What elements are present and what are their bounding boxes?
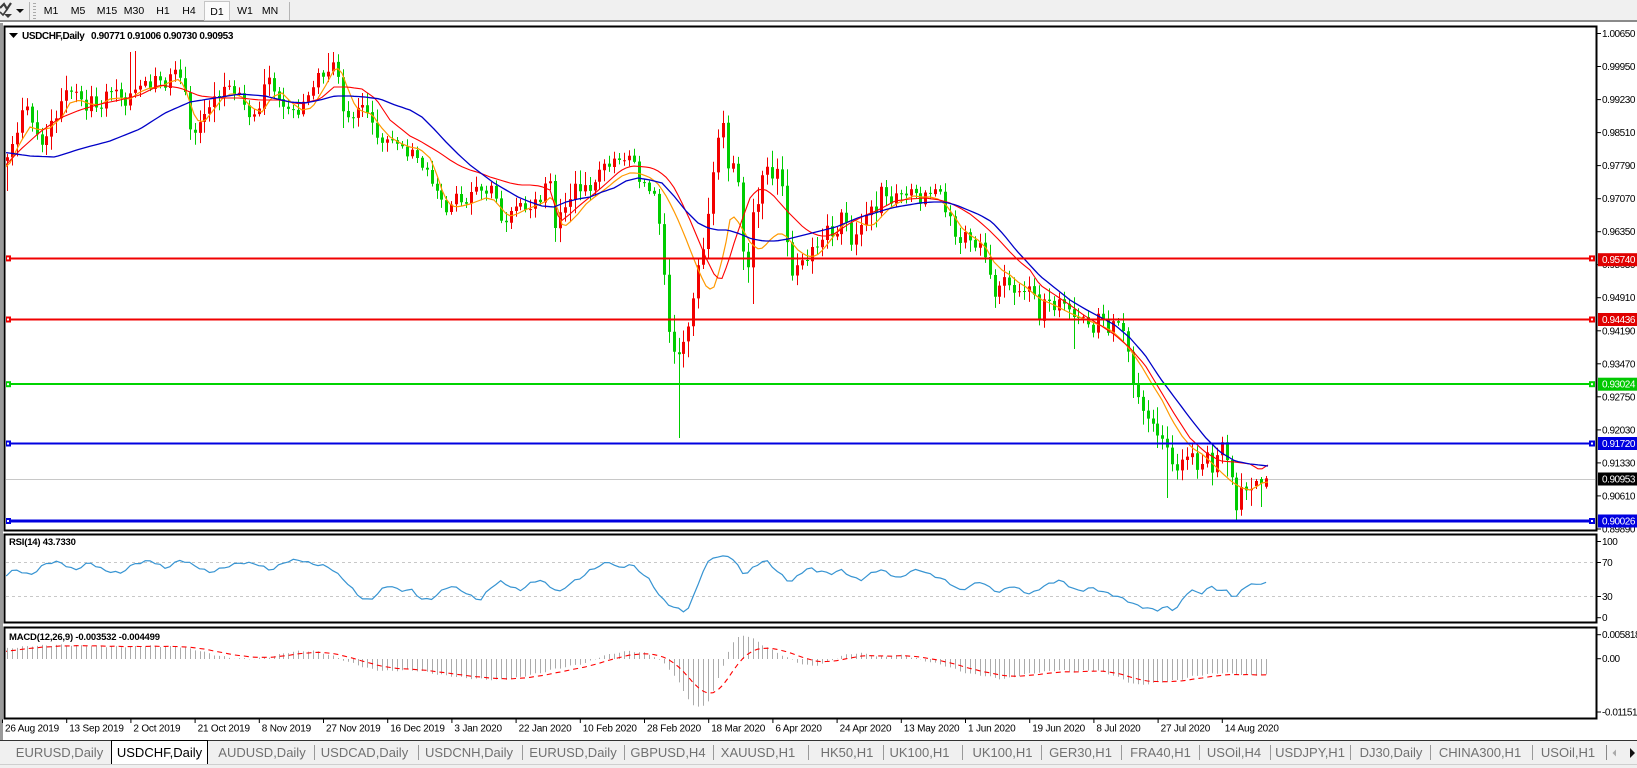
- svg-text:0.93024: 0.93024: [1602, 380, 1636, 391]
- svg-text:0.00: 0.00: [1602, 654, 1621, 665]
- svg-text:0.92750: 0.92750: [1602, 392, 1636, 403]
- svg-text:RSI(14) 43.7330: RSI(14) 43.7330: [9, 537, 76, 548]
- svg-text:0.89890: 0.89890: [1602, 525, 1636, 536]
- svg-text:2 Oct 2019: 2 Oct 2019: [133, 724, 181, 735]
- svg-text:8 Jul 2020: 8 Jul 2020: [1096, 724, 1141, 735]
- svg-text:0.94436: 0.94436: [1602, 315, 1636, 326]
- svg-text:1 Jun 2020: 1 Jun 2020: [968, 724, 1016, 735]
- svg-text:0.96350: 0.96350: [1602, 227, 1636, 238]
- svg-text:14 Aug 2020: 14 Aug 2020: [1225, 724, 1280, 735]
- svg-text:24 Apr 2020: 24 Apr 2020: [840, 724, 892, 735]
- svg-text:-0.01151: -0.01151: [1602, 708, 1637, 719]
- svg-text:0.97790: 0.97790: [1602, 161, 1636, 172]
- svg-text:28 Feb 2020: 28 Feb 2020: [647, 724, 702, 735]
- svg-text:0.94190: 0.94190: [1602, 326, 1636, 337]
- svg-text:1.00650: 1.00650: [1602, 29, 1636, 40]
- svg-text:0.99230: 0.99230: [1602, 95, 1636, 106]
- svg-text:6 Apr 2020: 6 Apr 2020: [775, 724, 822, 735]
- svg-text:13 Sep 2019: 13 Sep 2019: [69, 724, 124, 735]
- svg-text:22 Jan 2020: 22 Jan 2020: [519, 724, 572, 735]
- svg-text:0.99950: 0.99950: [1602, 62, 1636, 73]
- svg-text:MACD(12,26,9) -0.003532 -0.004: MACD(12,26,9) -0.003532 -0.004499: [9, 632, 160, 643]
- svg-text:16 Dec 2019: 16 Dec 2019: [390, 724, 445, 735]
- svg-text:0.005818: 0.005818: [1602, 630, 1637, 641]
- svg-text:19 Jun 2020: 19 Jun 2020: [1032, 724, 1085, 735]
- svg-text:30: 30: [1602, 592, 1613, 603]
- svg-text:27 Nov 2019: 27 Nov 2019: [326, 724, 381, 735]
- svg-text:27 Jul 2020: 27 Jul 2020: [1161, 724, 1211, 735]
- svg-text:0.91330: 0.91330: [1602, 458, 1636, 469]
- svg-text:0.90953: 0.90953: [1602, 475, 1636, 486]
- svg-text:18 Mar 2020: 18 Mar 2020: [711, 724, 766, 735]
- svg-text:0.98510: 0.98510: [1602, 128, 1636, 139]
- svg-text:26 Aug 2019: 26 Aug 2019: [5, 724, 60, 735]
- svg-text:10 Feb 2020: 10 Feb 2020: [583, 724, 638, 735]
- svg-text:0.90026: 0.90026: [1602, 517, 1636, 528]
- svg-text:100: 100: [1602, 537, 1618, 548]
- svg-text:8 Nov 2019: 8 Nov 2019: [262, 724, 312, 735]
- svg-text:21 Oct 2019: 21 Oct 2019: [198, 724, 251, 735]
- svg-text:0.93470: 0.93470: [1602, 359, 1636, 370]
- svg-text:0.91720: 0.91720: [1602, 439, 1636, 450]
- svg-text:0.94910: 0.94910: [1602, 293, 1636, 304]
- svg-text:0: 0: [1602, 613, 1608, 624]
- svg-text:0.97070: 0.97070: [1602, 194, 1636, 205]
- svg-text:70: 70: [1602, 558, 1613, 569]
- svg-text:0.92030: 0.92030: [1602, 425, 1636, 436]
- svg-text:0.90610: 0.90610: [1602, 491, 1636, 502]
- svg-text:0.95740: 0.95740: [1602, 255, 1636, 266]
- svg-text:13 May 2020: 13 May 2020: [904, 724, 960, 735]
- svg-text:3 Jan 2020: 3 Jan 2020: [454, 724, 502, 735]
